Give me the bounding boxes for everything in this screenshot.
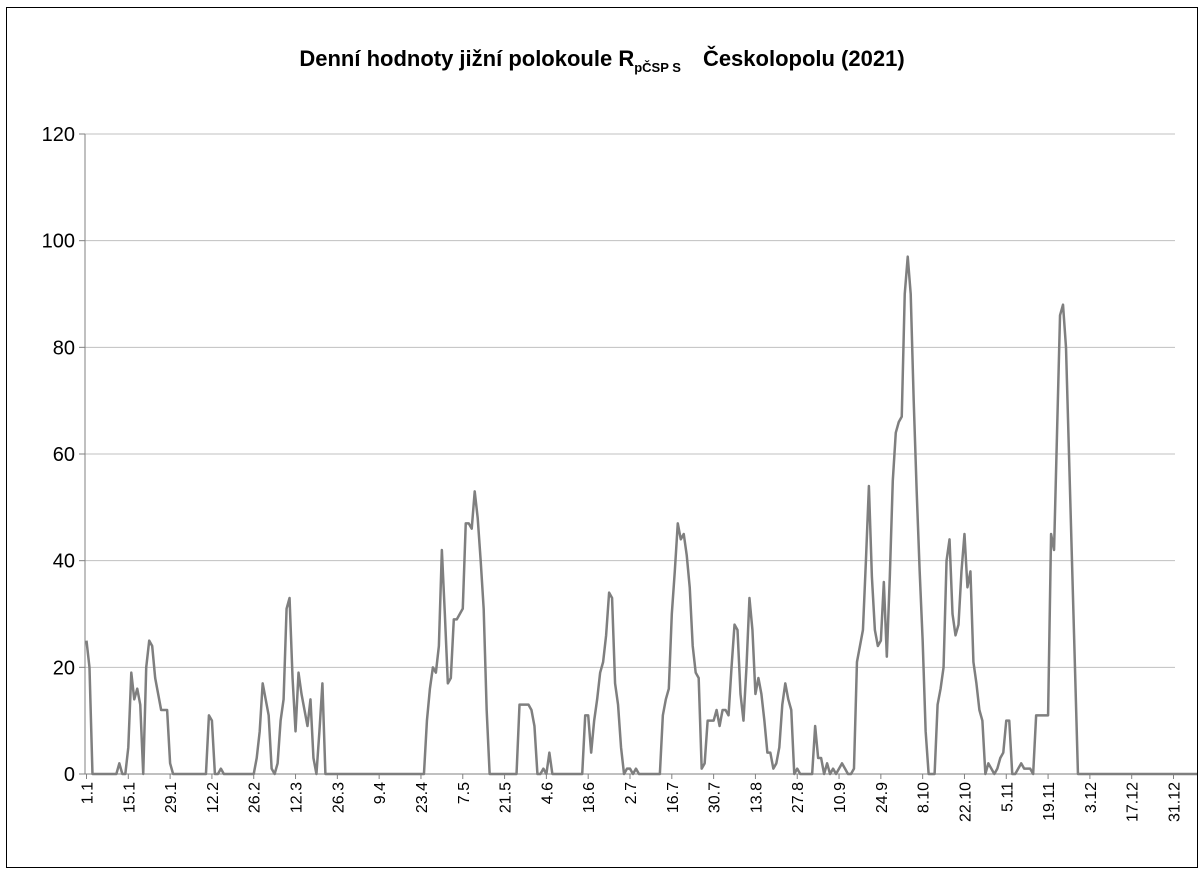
x-tick-labels: 1.1 15.1 29.1 12.2 26.2 12.3 26.3 9.4 23.4 7.5 21.…: [79, 782, 1183, 822]
x-tick-label: 31.12: [1167, 782, 1184, 822]
y-tick-label: 0: [64, 764, 75, 786]
x-tick-label: 29.1: [163, 782, 180, 813]
x-tick-label: 23.4: [414, 782, 431, 813]
y-tick-label: 120: [42, 124, 75, 146]
x-tick-label: 26.2: [247, 782, 264, 813]
chart-title-prefix: Denní hodnoty jižní polokoule R: [299, 46, 634, 71]
y-tick-label: 100: [42, 231, 75, 253]
y-tick-label: 80: [53, 337, 75, 359]
x-tick-label: 16.7: [665, 782, 682, 813]
x-tick-label: 21.5: [498, 782, 515, 813]
x-tick-label: 18.6: [581, 782, 598, 813]
series-layer: [85, 255, 1197, 776]
x-tick-label: 2.7: [623, 782, 640, 804]
x-tick-label: 9.4: [372, 782, 389, 804]
y-tick-labels: 0 20 40 60 80 100 120: [42, 124, 75, 786]
y-tick-label: 40: [53, 551, 75, 573]
grid-layer: [85, 133, 1175, 668]
x-tick-label: 15.1: [121, 782, 138, 813]
x-tick-label: 30.7: [707, 782, 724, 813]
chart-svg: Denní hodnoty jižní polokoule RpČSP S Čes…: [42, 46, 1197, 822]
x-tick-label: 12.2: [205, 782, 222, 813]
x-tick-label: 22.10: [957, 782, 974, 822]
series-line: [85, 255, 1197, 776]
x-tick-label: 17.12: [1125, 782, 1142, 822]
chart-frame: Denní hodnoty jižní polokoule RpČSP S Čes…: [6, 7, 1198, 868]
x-tick-label: 26.3: [330, 782, 347, 813]
x-tick-label: 4.6: [539, 782, 556, 804]
x-tick-label: 19.11: [1041, 782, 1058, 821]
x-tick-label: 7.5: [456, 782, 473, 804]
chart-title-suffix: Českolopolu (2021): [703, 46, 905, 71]
y-tick-label: 20: [53, 657, 75, 679]
y-tick-label: 60: [53, 444, 75, 466]
x-tick-label: 12.3: [289, 782, 306, 813]
x-tick-label: 10.9: [832, 782, 849, 813]
x-tick-label: 3.12: [1083, 782, 1100, 813]
chart-title: Denní hodnoty jižní polokoule RpČSP S Čes…: [299, 46, 904, 75]
x-tick-label: 27.8: [790, 782, 807, 813]
x-tick-label: 13.8: [748, 782, 765, 813]
x-tick-label: 1.1: [79, 782, 96, 804]
x-tick-label: 24.9: [874, 782, 891, 813]
chart-title-subscript: pČSP S: [634, 60, 681, 75]
x-tick-label: 5.11: [999, 782, 1016, 812]
axis-layer: [79, 133, 1175, 779]
x-tick-label: 8.10: [916, 782, 933, 813]
